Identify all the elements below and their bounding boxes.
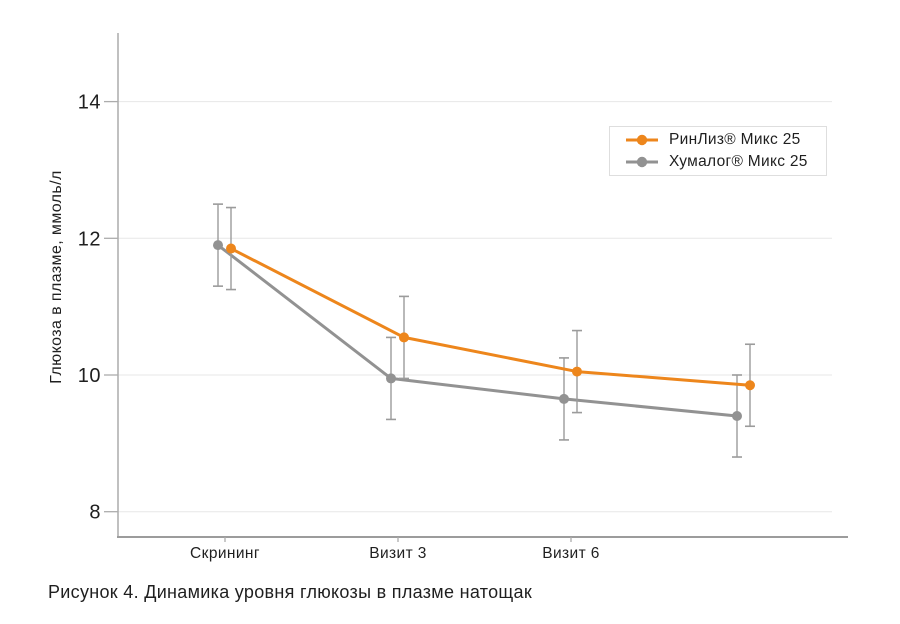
data-point-marker [213,240,223,251]
series-line [229,247,752,387]
y-tick-label: 10 [78,365,101,387]
data-point-marker [386,373,396,384]
figure-caption: Рисунок 4. Динамика уровня глюкозы в пла… [48,582,532,602]
legend-label-rinliz: РинЛиз® Микс 25 [669,131,801,148]
data-point-marker [572,366,582,377]
data-point-marker [745,380,755,391]
data-point-marker [399,332,409,343]
legend-item-humalog: Хумалог® Микс 25 [625,153,826,171]
data-point-marker [559,393,569,404]
y-tick-label: 12 [78,228,101,250]
legend-label-humalog: Хумалог® Микс 25 [669,153,808,170]
y-tick-label: 14 [78,92,101,114]
legend-marker-rinliz-icon [626,134,658,146]
series-line [216,243,739,418]
x-tick-label: Визит 6 [542,545,600,562]
y-axis-title: Глюкоза в плазме, ммоль/л [48,170,65,384]
data-point-marker [732,411,742,422]
legend-item-rinliz: РинЛиз® Микс 25 [625,131,826,149]
y-tick-label: 8 [89,502,101,524]
data-point-marker [226,243,236,254]
legend: РинЛиз® Микс 25 Хумалог® Микс 25 [609,126,827,176]
legend-marker-humalog-icon [626,156,658,168]
x-tick-label: Скрининг [190,545,260,562]
x-tick-label: Визит 3 [369,545,427,562]
